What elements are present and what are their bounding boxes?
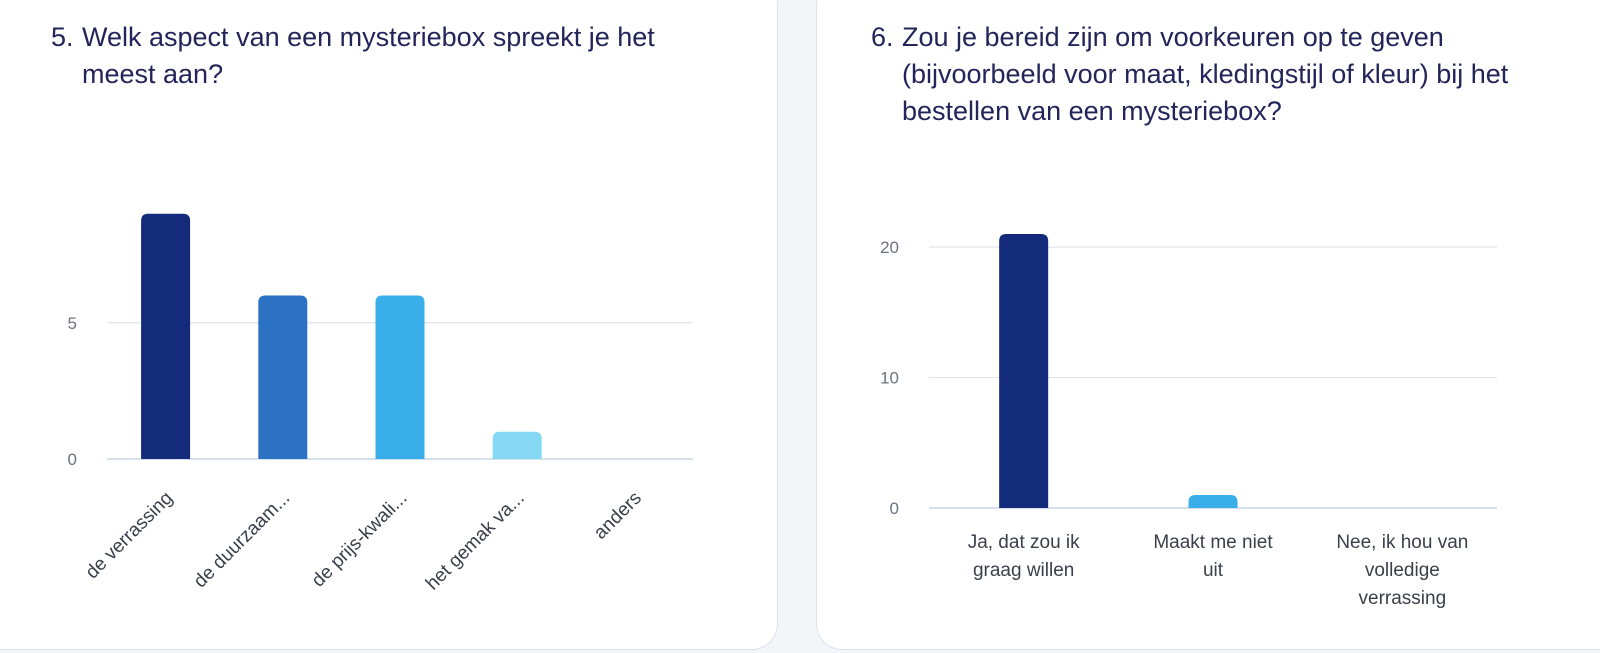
bar[interactable]: [1188, 494, 1238, 508]
question-title: 5. Welk aspect van een mysteriebox spree…: [51, 19, 691, 93]
chart-card-question-5: 5. Welk aspect van een mysteriebox spree…: [0, 0, 778, 650]
category-label: de duurzaam...: [190, 488, 294, 592]
question-number: 5.: [51, 22, 74, 52]
bar[interactable]: [492, 431, 542, 459]
question-text: Zou je bereid zijn om voorkeuren op te g…: [902, 22, 1509, 126]
bar[interactable]: [375, 295, 425, 459]
y-tick-label: 5: [68, 314, 77, 333]
question-text: Welk aspect van een mysteriebox spreekt …: [82, 22, 655, 89]
question-title: 6. Zou je bereid zijn om voorkeuren op t…: [871, 19, 1511, 130]
bar-chart: 0 5 de verrassing de duurzaam... de prijs-kw…: [68, 213, 693, 595]
category-label: anders: [590, 488, 646, 544]
category-label: de prijs-kwali...: [308, 488, 412, 592]
category-label: Maakt me niet uit: [1153, 532, 1273, 581]
y-tick-label: 0: [890, 499, 899, 518]
bar[interactable]: [999, 234, 1049, 508]
bar[interactable]: [258, 295, 308, 459]
chart-card-question-6: 6. Zou je bereid zijn om voorkeuren op t…: [816, 0, 1600, 650]
y-tick-label: 10: [880, 369, 899, 388]
y-tick-label: 0: [68, 450, 77, 469]
y-tick-label: 20: [880, 238, 899, 257]
question-number: 6.: [871, 22, 894, 52]
category-label: Ja, dat zou ik graag willen: [968, 532, 1080, 581]
category-label: het gemak va...: [422, 488, 529, 595]
category-label: de verrassing: [82, 488, 178, 584]
bar[interactable]: [141, 213, 191, 459]
bar-chart: 0 10 20 Ja, dat zou ik graag willen Maakt me …: [880, 234, 1497, 609]
category-label: Nee, ik hou van volledige verrassing: [1336, 532, 1468, 609]
